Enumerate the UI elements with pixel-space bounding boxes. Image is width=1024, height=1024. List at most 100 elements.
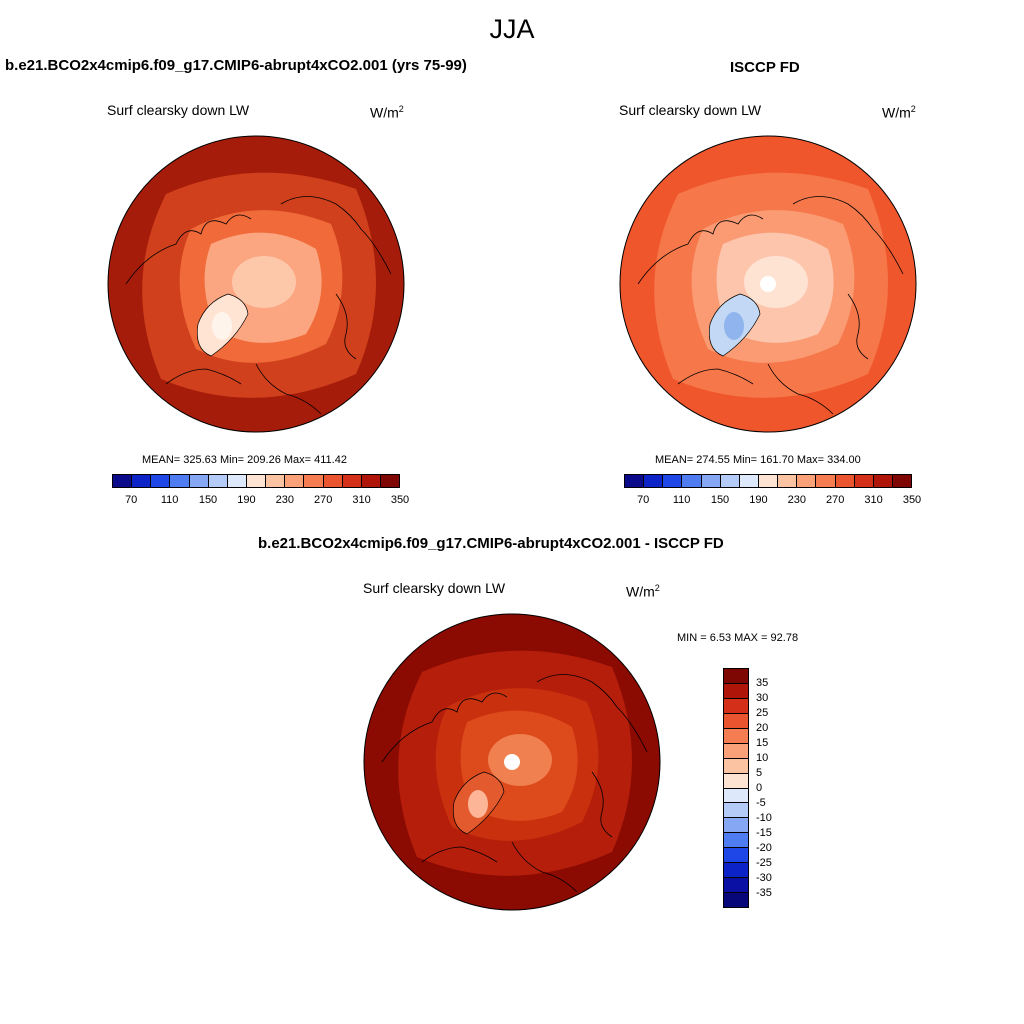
panel1-variable-label: Surf clearsky down LW [107,102,250,118]
colorbar-swatch [663,475,683,487]
pole-hole [760,276,776,292]
panel2-title: ISCCP FD [730,59,800,76]
colorbar-swatch [724,669,748,684]
colorbar-swatch [724,833,748,849]
colorbar-tick-label: 270 [826,494,845,506]
panel3-unit: W/m2 [626,583,660,600]
colorbar-tick-label: 0 [756,782,763,794]
colorbar-swatch [170,475,190,487]
colorbar-swatch [266,475,286,487]
colorbar-tick-label: -30 [756,872,772,884]
colorbar-swatch [724,773,748,789]
colorbar-tick-label: -5 [756,797,766,809]
colorbar-swatch [132,475,152,487]
colorbar-swatch [208,475,228,487]
colorbar-swatch [724,893,748,907]
colorbar-swatch [361,475,381,487]
panel3-stats: MIN = 6.53 MAX = 92.78 [677,632,799,644]
colorbar-tick-label: 230 [787,494,806,506]
colorbar-tick-label: 270 [314,494,333,506]
colorbar-tick-label: 30 [756,692,769,704]
colorbar-swatch [227,475,247,487]
colorbar-tick-label: 15 [756,737,769,749]
colorbar-tick-label: -25 [756,857,772,869]
map-border [363,613,661,911]
colorbar-swatch [644,475,664,487]
panel1-colorbar-labels: 70 110 150 190 230 270 310 350 [112,494,409,510]
map-border [619,135,917,433]
colorbar-swatch [724,743,748,759]
colorbar-tick-label: 150 [198,494,218,506]
colorbar-swatch [816,475,836,487]
colorbar-tick-label: 110 [160,494,179,506]
greenland-core [724,312,744,340]
colorbar-swatch [720,475,740,487]
colorbar-swatch [724,788,748,804]
colorbar-swatch [724,683,748,699]
colorbar-swatch [739,475,759,487]
figure-title: JJA [489,14,535,44]
pole-hole [504,754,520,770]
colorbar-tick-label: 5 [756,767,763,779]
panel2-variable-label: Surf clearsky down LW [619,102,762,118]
colorbar-tick-label: 10 [756,752,769,764]
panel2-colorbar [624,474,912,488]
panel2-colorbar-labels: 70 110 150 190 230 270 310 350 [624,494,921,510]
colorbar-tick-label: -35 [756,887,772,899]
colorbar-tick-label: 350 [390,494,410,506]
colorbar-swatch [873,475,893,487]
panel3-colorbar [723,668,749,908]
colorbar-swatch [724,728,748,744]
colorbar-tick-label: 310 [864,494,883,506]
colorbar-tick-label: -10 [756,812,772,824]
panel3-title: b.e21.BCO2x4cmip6.f09_g17.CMIP6-abrupt4x… [258,535,724,552]
colorbar-swatch [724,878,748,894]
colorbar-tick-label: -20 [756,842,772,854]
colorbar-tick-label: 230 [275,494,294,506]
colorbar-swatch [724,758,748,774]
coastlines [637,196,904,415]
colorbar-tick-label: 190 [237,494,256,506]
colorbar-swatch [724,863,748,879]
panel1-polar-map [107,135,405,433]
colorbar-swatch [797,475,817,487]
map-field-center [744,256,808,308]
panel2-unit: W/m2 [882,104,916,121]
colorbar-swatch [304,475,324,487]
colorbar-swatch [724,803,748,819]
colorbar-swatch [246,475,267,487]
colorbar-tick-label: 70 [637,494,650,506]
panel1-colorbar [112,474,400,488]
colorbar-swatch [342,475,362,487]
panel2-stats: MEAN= 274.55 Min= 161.70 Max= 334.00 [655,454,861,466]
colorbar-tick-label: 70 [125,494,138,506]
colorbar-tick-label: 150 [710,494,730,506]
colorbar-swatch [285,475,305,487]
colorbar-tick-label: 310 [352,494,371,506]
colorbar-swatch [724,713,748,729]
colorbar-swatch [724,818,748,834]
colorbar-swatch [189,475,209,487]
panel1-title: b.e21.BCO2x4cmip6.f09_g17.CMIP6-abrupt4x… [5,57,467,74]
map-field-center [232,256,296,308]
colorbar-swatch [758,475,779,487]
colorbar-swatch [380,475,400,487]
colorbar-swatch [892,475,912,487]
colorbar-tick-label: 190 [749,494,768,506]
map-field-center [488,734,552,786]
colorbar-swatch [854,475,874,487]
colorbar-tick-label: 350 [902,494,922,506]
colorbar-tick-label: 25 [756,707,769,719]
colorbar-tick-label: -15 [756,827,772,839]
colorbar-tick-label: 110 [672,494,691,506]
panel2-polar-map [619,135,917,433]
panel1-unit: W/m2 [370,104,404,121]
panel3-colorbar-labels: 35 30 25 20 15 10 5 0 -5 -10 -15 -20 -25 -30 -35 [756,668,786,908]
colorbar-tick-label: 35 [756,677,769,689]
colorbar-swatch [625,475,645,487]
colorbar-swatch [724,698,748,714]
colorbar-swatch [151,475,171,487]
panel1-stats: MEAN= 325.63 Min= 209.26 Max= 411.42 [142,454,347,466]
colorbar-tick-label: 20 [756,722,769,734]
colorbar-swatch [724,848,748,864]
